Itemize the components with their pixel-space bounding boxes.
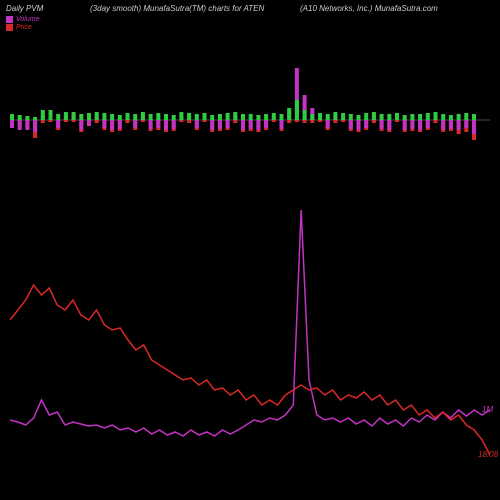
- header-mid1: (3day smooth) MunafaSutra(TM) charts for…: [90, 4, 264, 13]
- price-swatch: [6, 24, 13, 31]
- header-mid2: (A10 Networks, Inc.) MunafaSutra.com: [300, 4, 438, 13]
- legend-volume-label: Volume: [16, 16, 39, 23]
- upper-bar-chart: [10, 60, 490, 180]
- legend-price: Price: [6, 24, 39, 31]
- legend-price-label: Price: [16, 24, 32, 31]
- volume-swatch: [6, 16, 13, 23]
- legend-volume: Volume: [6, 16, 39, 23]
- lower-line-chart: [10, 200, 490, 480]
- legend: Volume Price: [6, 16, 39, 32]
- price-end-label: 18.08: [478, 450, 498, 459]
- volume-end-label: 1M: [482, 405, 493, 414]
- header-left: Daily PVM: [6, 4, 43, 13]
